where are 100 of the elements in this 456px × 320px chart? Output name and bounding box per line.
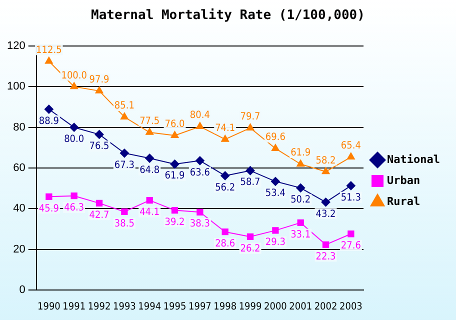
data-label: 79.7: [240, 112, 260, 123]
point: [322, 167, 330, 174]
point: [146, 197, 153, 204]
point: [297, 219, 304, 226]
point: [322, 241, 330, 248]
data-label: 46.3: [64, 202, 84, 214]
point: [96, 200, 103, 207]
x-tick-label: 1998: [214, 302, 237, 313]
x-tick-label: 2000: [264, 302, 288, 313]
point: [296, 183, 306, 192]
data-label: 53.4: [265, 188, 286, 200]
data-label: 80.4: [190, 110, 210, 122]
data-label: 76.0: [164, 119, 186, 130]
point: [94, 130, 104, 139]
point: [270, 176, 280, 186]
x-tick-label: 1990: [37, 302, 61, 313]
point: [146, 128, 154, 135]
chart-title: Maternal Mortality Rate (1/100,000): [90, 8, 366, 23]
data-label: 100.0: [61, 70, 88, 82]
point: [46, 193, 52, 200]
point: [44, 56, 53, 64]
x-tick-label: 1991: [62, 302, 86, 313]
data-label: 88.9: [38, 116, 60, 127]
point: [120, 148, 129, 158]
y-tick-label: 120: [6, 40, 26, 52]
x-tick-label: 1997: [188, 302, 212, 313]
x-tick-label: 2003: [339, 302, 362, 313]
point: [70, 122, 79, 132]
data-label: 39.2: [164, 216, 185, 228]
data-label: 33.1: [290, 229, 311, 240]
point: [171, 206, 178, 214]
x-tick-label: 1993: [112, 302, 136, 313]
data-label: 69.6: [265, 132, 286, 144]
point: [271, 144, 280, 151]
data-label: 80.0: [64, 134, 84, 145]
data-label: 63.6: [190, 167, 210, 178]
y-tick-label: 100: [6, 80, 26, 93]
data-label: 58.2: [316, 155, 336, 166]
data-label: 97.9: [89, 74, 110, 86]
data-label: 29.3: [265, 237, 286, 248]
x-tick-label: 2001: [289, 302, 312, 313]
point: [220, 171, 230, 180]
data-label: 61.9: [290, 148, 311, 159]
x-tick-label: 1999: [238, 302, 262, 313]
data-label: 43.2: [316, 208, 336, 220]
point: [196, 122, 204, 130]
legend-label: National: [387, 152, 440, 166]
x-tick-label: 2002: [314, 302, 338, 313]
x-tick-label: 1994: [138, 302, 162, 313]
data-label: 38.3: [190, 218, 210, 230]
data-label: 42.7: [89, 210, 110, 221]
data-label: 38.5: [114, 218, 134, 230]
data-label: 77.5: [140, 116, 160, 128]
data-label: 45.9: [38, 203, 60, 214]
data-label: 26.2: [240, 243, 260, 254]
point: [296, 160, 305, 167]
point: [195, 156, 204, 166]
data-label: 64.8: [140, 164, 160, 176]
point: [346, 152, 355, 160]
data-label: 67.3: [114, 160, 134, 171]
point: [95, 86, 104, 94]
point: [246, 233, 254, 240]
point: [196, 208, 204, 216]
point: [246, 123, 254, 130]
point: [44, 104, 54, 114]
point: [70, 192, 78, 200]
data-label: 44.1: [140, 206, 160, 218]
point: [145, 154, 154, 163]
data-label: 76.5: [89, 141, 110, 152]
point: [121, 208, 128, 216]
point: [346, 181, 356, 190]
point: [170, 160, 180, 169]
point: [170, 130, 179, 138]
x-tick-label: 1992: [88, 302, 111, 313]
data-label: 28.6: [215, 238, 236, 250]
y-tick-label: 20: [13, 243, 26, 256]
legend-label: Rural: [387, 194, 420, 208]
point: [221, 134, 230, 142]
x-tick-label: 1995: [163, 302, 186, 313]
point: [348, 230, 354, 238]
point: [222, 228, 228, 236]
data-label: 56.2: [215, 182, 236, 194]
point: [120, 112, 128, 120]
point: [246, 166, 255, 176]
y-tick-label: 40: [13, 202, 26, 215]
y-tick-label: 80: [13, 121, 26, 134]
data-label: 74.1: [215, 122, 236, 134]
data-label: 85.1: [114, 100, 134, 112]
data-label: 27.6: [340, 240, 362, 252]
data-label: 22.3: [316, 251, 336, 262]
data-label: 51.3: [340, 192, 361, 204]
data-label: 58.7: [240, 177, 260, 188]
point: [272, 227, 279, 234]
data-label: 65.4: [340, 140, 362, 152]
data-label: 112.5: [36, 44, 62, 56]
point: [321, 198, 330, 207]
point: [70, 82, 78, 90]
data-label: 50.2: [290, 194, 311, 206]
data-label: 61.9: [164, 170, 186, 182]
legend-label: Urban: [387, 174, 420, 187]
